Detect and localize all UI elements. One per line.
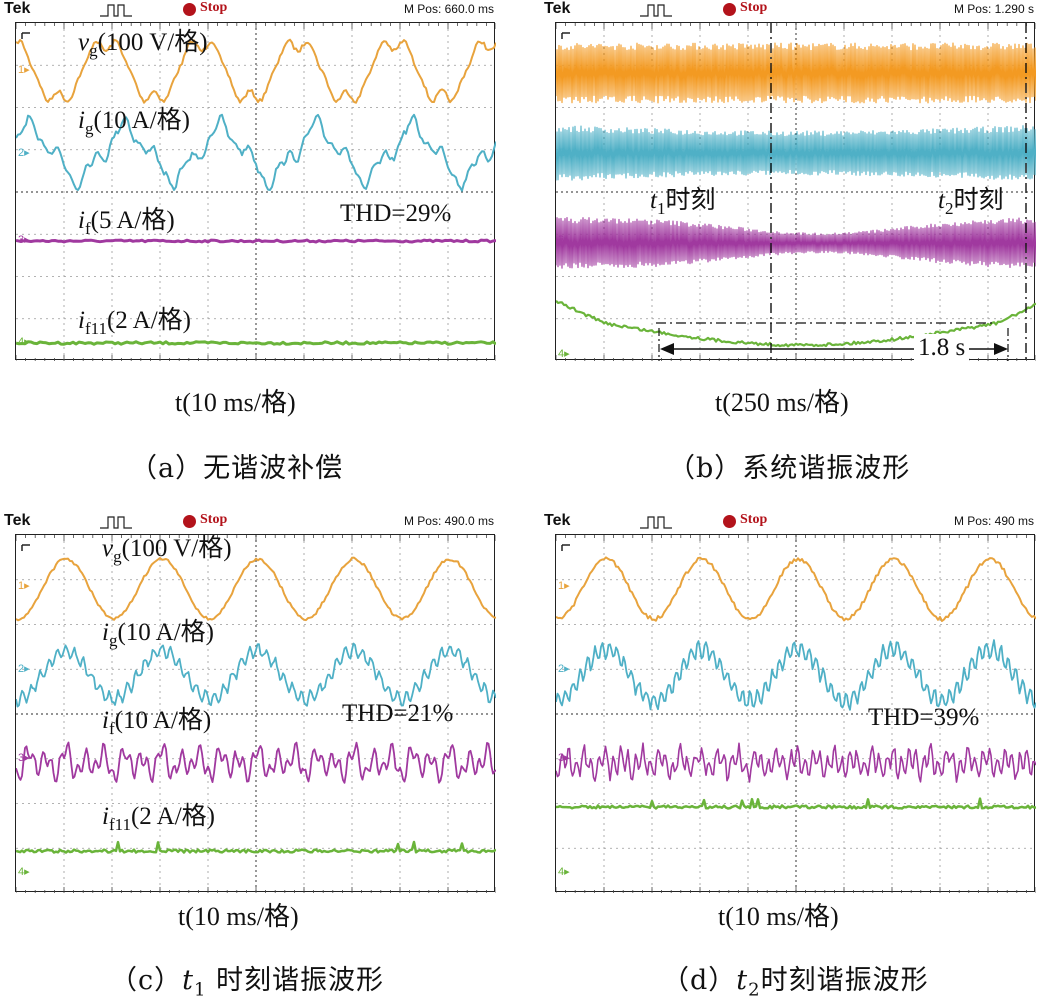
status-label: Stop bbox=[200, 512, 228, 527]
ch1-trace bbox=[16, 38, 496, 104]
scope-header: Tek Stop M Pos: 1.290 s bbox=[540, 0, 1040, 22]
ch2-trace bbox=[556, 639, 1036, 711]
ch2-trace bbox=[16, 113, 496, 192]
ch2-marker: 2▸ bbox=[558, 147, 570, 159]
thd-annotation: THD=21% bbox=[342, 700, 454, 727]
figure-caption: （a）无谐波补偿 bbox=[130, 453, 344, 484]
brand-label: Tek bbox=[544, 512, 571, 529]
ch1-label: vg(100 V/格) bbox=[78, 29, 208, 60]
scope-plot bbox=[556, 23, 1036, 361]
m-pos-readout: M Pos: 490 ms bbox=[953, 514, 1034, 528]
ch1-marker: 1▸ bbox=[18, 580, 30, 592]
x-axis-label: t(10 ms/格) bbox=[718, 902, 839, 931]
scope-header: Tek Stop M Pos: 490 ms bbox=[540, 512, 1040, 534]
ch3-trace bbox=[556, 742, 1036, 783]
x-axis-label: t(250 ms/格) bbox=[715, 388, 849, 417]
ch2-label: ig(10 A/格) bbox=[102, 619, 214, 650]
ch4-marker: 4▸ bbox=[18, 866, 30, 878]
trigger-icon bbox=[640, 4, 672, 17]
ch3-trace bbox=[556, 217, 1036, 269]
m-pos-readout: M Pos: 660.0 ms bbox=[403, 2, 494, 16]
ch4-marker: 4▸ bbox=[558, 866, 570, 878]
scope-screen: 1▸ 2▸ 3▸ 4▸ bbox=[555, 534, 1036, 893]
trigger-icon bbox=[100, 516, 132, 529]
arrow-head-left bbox=[660, 343, 674, 355]
scope-header: Tek Stop M Pos: 660.0 ms bbox=[0, 0, 500, 22]
ch3-marker: 3▸ bbox=[18, 752, 30, 764]
panel-d: Tek Stop M Pos: 490 ms 1▸ 2▸ 3▸ 4▸ THD=3… bbox=[540, 512, 1040, 1000]
ch2-trace bbox=[556, 125, 1036, 181]
ch1-trace bbox=[556, 556, 1036, 622]
status-label: Stop bbox=[200, 0, 228, 15]
trigger-icon bbox=[640, 516, 672, 529]
thd-annotation: THD=29% bbox=[340, 200, 452, 227]
m-pos-readout: M Pos: 1.290 s bbox=[953, 2, 1034, 16]
ch4-trace bbox=[16, 840, 496, 854]
figure-caption: （d）t2时刻谐振波形 bbox=[662, 965, 929, 1000]
ch3-trace bbox=[16, 238, 496, 244]
duration-annotation: 1.8 s bbox=[914, 334, 970, 362]
ch3-trace bbox=[16, 741, 496, 784]
x-axis-label: t(10 ms/格) bbox=[175, 388, 296, 417]
figure-caption: （c）t1 时刻谐振波形 bbox=[110, 965, 385, 1000]
ch4-marker: 4▸ bbox=[18, 336, 30, 348]
ch1-marker: 1▸ bbox=[18, 64, 30, 76]
status-label: Stop bbox=[740, 512, 768, 527]
brand-label: Tek bbox=[544, 0, 571, 17]
scope-plot bbox=[16, 535, 496, 893]
scope-screen: 1▸ 2▸ 3▸ 4▸ bbox=[15, 534, 496, 893]
ch4-marker: 4▸ bbox=[558, 348, 570, 360]
brand-label: Tek bbox=[4, 512, 31, 529]
brand-label: Tek bbox=[4, 0, 31, 17]
stop-indicator-icon bbox=[723, 515, 736, 528]
ch4-trace bbox=[16, 340, 496, 346]
ch3-label: if(10 A/格) bbox=[102, 707, 212, 738]
ch2-marker: 2▸ bbox=[18, 147, 30, 159]
ch2-trace bbox=[16, 642, 496, 708]
ch1-marker: 1▸ bbox=[558, 64, 570, 76]
scope-plot bbox=[16, 23, 496, 361]
ch4-label: if11(2 A/格) bbox=[78, 307, 192, 338]
ch3-label: if(5 A/格) bbox=[78, 207, 175, 238]
stop-indicator-icon bbox=[723, 3, 736, 16]
scope-plot bbox=[556, 535, 1036, 893]
panel-b: Tek Stop M Pos: 1.290 s 1▸ 2▸ 3▸ 4▸ t1时刻… bbox=[540, 0, 1040, 484]
thd-annotation: THD=39% bbox=[868, 704, 980, 731]
status-label: Stop bbox=[740, 0, 768, 15]
figure-caption: （b）系统谐振波形 bbox=[668, 453, 911, 484]
ch2-marker: 2▸ bbox=[18, 663, 30, 675]
stop-indicator-icon bbox=[183, 515, 196, 528]
t1-marker-label: t1时刻 bbox=[650, 187, 716, 218]
panel-a: Tek Stop M Pos: 660.0 ms 1▸ 2▸ 3▸ 4▸ vg(… bbox=[0, 0, 500, 484]
ch2-label: ig(10 A/格) bbox=[78, 107, 190, 138]
ch1-trace bbox=[16, 556, 496, 622]
t2-marker-label: t2时刻 bbox=[938, 187, 1004, 218]
ch1-label: vg(100 V/格) bbox=[102, 535, 232, 566]
ch4-label: if11(2 A/格) bbox=[102, 803, 216, 834]
m-pos-readout: M Pos: 490.0 ms bbox=[403, 514, 494, 528]
arrow-head-right bbox=[994, 343, 1008, 355]
x-axis-label: t(10 ms/格) bbox=[178, 902, 299, 931]
ch3-marker: 3▸ bbox=[18, 234, 30, 246]
trigger-icon bbox=[100, 4, 132, 17]
ch4-trace bbox=[556, 797, 1036, 810]
ch1-trace bbox=[556, 42, 1036, 104]
stop-indicator-icon bbox=[183, 3, 196, 16]
scope-screen: 1▸ 2▸ 3▸ 4▸ bbox=[555, 22, 1036, 361]
ch1-marker: 1▸ bbox=[558, 580, 570, 592]
panel-c: Tek Stop M Pos: 490.0 ms 1▸ 2▸ 3▸ 4▸ vg(… bbox=[0, 512, 500, 1000]
ch4-trace bbox=[556, 299, 1036, 348]
ch3-marker: 3▸ bbox=[558, 752, 570, 764]
scope-header: Tek Stop M Pos: 490.0 ms bbox=[0, 512, 500, 534]
ch3-marker: 3▸ bbox=[558, 234, 570, 246]
scope-screen: 1▸ 2▸ 3▸ 4▸ bbox=[15, 22, 496, 361]
ch2-marker: 2▸ bbox=[558, 663, 570, 675]
